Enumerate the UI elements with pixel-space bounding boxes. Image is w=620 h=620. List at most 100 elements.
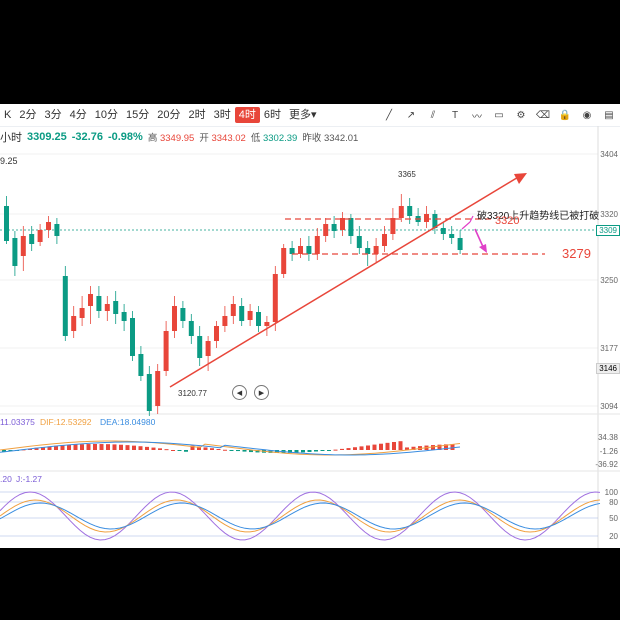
macd-bar bbox=[216, 449, 221, 451]
macd-bar bbox=[359, 446, 364, 450]
candle-body bbox=[4, 206, 9, 241]
parallel-tool-icon[interactable]: ⫽ bbox=[430, 109, 436, 121]
kdj-tick-100: 100 bbox=[604, 488, 618, 497]
trendline-break-note: 破3320上升趋势线已被打破 bbox=[477, 211, 600, 222]
candle-body bbox=[172, 306, 177, 331]
macd-bar bbox=[340, 448, 344, 450]
candle-body bbox=[146, 374, 152, 411]
timeframe-8[interactable]: 3时 bbox=[213, 109, 231, 121]
macd-bar bbox=[119, 444, 123, 450]
macd-bar bbox=[437, 444, 442, 450]
timeframe-0[interactable]: K bbox=[4, 109, 12, 121]
macd-bar bbox=[229, 450, 234, 451]
macd-bar bbox=[106, 444, 110, 450]
macd-bar bbox=[392, 442, 396, 450]
macd-dea-line bbox=[0, 441, 461, 456]
macd-bar bbox=[307, 450, 312, 452]
wave-tool-icon[interactable]: 〰 bbox=[472, 111, 482, 123]
timeframe-10[interactable]: 6时 bbox=[263, 109, 281, 121]
candle-body bbox=[155, 371, 161, 406]
left-price-badge: 9.25 bbox=[0, 156, 18, 166]
candle-body bbox=[449, 234, 455, 238]
candle-body bbox=[20, 236, 26, 256]
drawing-tools: ╱ ↗ ⫽ T 〰 ▭ ⚙ ⌫ 🔒 ◉ ▤ bbox=[378, 104, 620, 126]
candle-body bbox=[88, 294, 93, 306]
macd-bar bbox=[47, 446, 52, 450]
scroll-left-button[interactable]: ◀ bbox=[232, 385, 247, 400]
candle-body bbox=[390, 218, 396, 234]
candle-body bbox=[306, 246, 312, 254]
timeframe-3[interactable]: 4分 bbox=[69, 109, 87, 121]
candle-body bbox=[180, 308, 186, 321]
scroll-right-button[interactable]: ▶ bbox=[254, 385, 269, 400]
lock-icon[interactable]: 🔒 bbox=[558, 109, 572, 121]
timeframe-7[interactable]: 2时 bbox=[188, 109, 206, 121]
candle-body bbox=[230, 304, 236, 316]
text-tool-icon[interactable]: T bbox=[451, 109, 459, 121]
low-price-tag: 3146 bbox=[596, 363, 620, 374]
macd-bar bbox=[255, 450, 260, 453]
macd-bar bbox=[80, 444, 84, 450]
candle-body bbox=[62, 276, 68, 336]
eraser-icon[interactable]: ⌫ bbox=[535, 109, 551, 121]
line-tool-icon[interactable]: ╱ bbox=[385, 109, 393, 121]
timeframe-4[interactable]: 10分 bbox=[94, 109, 118, 121]
macd-bar bbox=[34, 447, 39, 450]
candle-body bbox=[46, 222, 51, 230]
candle-body bbox=[432, 214, 438, 228]
candle-body bbox=[264, 322, 270, 326]
candle-body bbox=[71, 316, 77, 331]
low-point-label: 3120.77 bbox=[178, 389, 207, 398]
layer-icon[interactable]: ▤ bbox=[604, 109, 614, 121]
candle-body bbox=[348, 218, 354, 236]
candle-body bbox=[29, 234, 35, 244]
timeframe-2[interactable]: 3分 bbox=[44, 109, 62, 121]
candle-body bbox=[298, 246, 303, 254]
open-label: 开 bbox=[199, 133, 209, 144]
price-chart[interactable] bbox=[0, 104, 620, 548]
kdj-tick-50: 50 bbox=[609, 514, 618, 523]
timeframe-5[interactable]: 15分 bbox=[125, 109, 150, 121]
ruler-tool-icon[interactable]: ▭ bbox=[494, 109, 504, 121]
timeframe-9[interactable]: 4时 bbox=[234, 107, 260, 123]
candle-body bbox=[247, 311, 253, 320]
macd-bar bbox=[41, 447, 45, 450]
macd-bar bbox=[158, 448, 162, 450]
y-tick-3177: 3177 bbox=[600, 344, 618, 353]
candle-body bbox=[340, 218, 345, 230]
macd-bar bbox=[366, 445, 370, 450]
settings-icon[interactable]: ⚙ bbox=[516, 109, 526, 121]
macd-bar bbox=[184, 450, 188, 452]
timeframe-11[interactable]: 更多▾ bbox=[288, 109, 317, 121]
macd-bar bbox=[125, 445, 130, 450]
timeframe-toolbar: K 2分 3分 4分 10分 15分 20分 2时 3时 4时 6时 更多▾ ╱ ↗ ⫽ T 〰 ▭ ⚙ ⌫ 🔒 ◉ ▤ bbox=[0, 104, 620, 127]
ray-tool-icon[interactable]: ↗ bbox=[406, 109, 416, 121]
candle-body bbox=[440, 228, 446, 234]
candle-body bbox=[373, 246, 379, 254]
timeframe-6[interactable]: 20分 bbox=[157, 109, 181, 121]
y-tick-3404: 3404 bbox=[600, 150, 618, 159]
macd-dif: DIF:12.53292 bbox=[40, 417, 92, 427]
kdj-d-line bbox=[0, 502, 601, 530]
high-label: 高 bbox=[147, 133, 158, 144]
macd-bar bbox=[210, 448, 214, 450]
price-change-pct: -0.98% bbox=[107, 131, 143, 143]
magenta-arrow-tip bbox=[469, 215, 474, 223]
macd-bar bbox=[288, 450, 292, 453]
open-value: 3343.02 bbox=[211, 133, 246, 144]
high-value: 3349.95 bbox=[159, 133, 195, 144]
macd-bar bbox=[385, 442, 390, 450]
last-price: 3309.25 bbox=[27, 131, 67, 143]
y-tick-3250: 3250 bbox=[600, 276, 618, 285]
candle-body bbox=[457, 238, 463, 250]
macd-bar bbox=[67, 444, 71, 450]
macd-bar bbox=[171, 449, 175, 451]
timeframe-1[interactable]: 2分 bbox=[19, 109, 37, 121]
macd-bar bbox=[353, 447, 357, 450]
macd-value: 11.03375 bbox=[0, 417, 35, 427]
kdj-value-1: .20 bbox=[0, 474, 12, 484]
candle-body bbox=[323, 224, 329, 236]
eye-icon[interactable]: ◉ bbox=[582, 109, 592, 121]
macd-bar bbox=[314, 450, 318, 452]
magenta-arrow-head bbox=[479, 244, 487, 253]
